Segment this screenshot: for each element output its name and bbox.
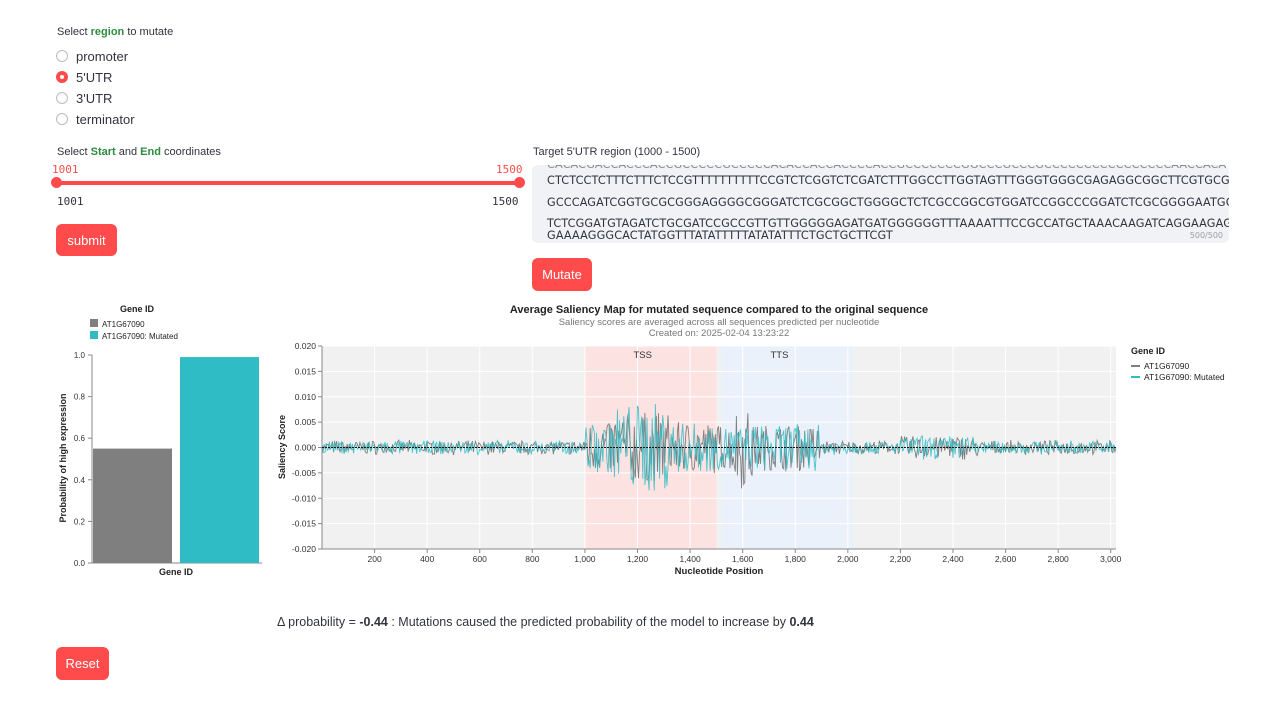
coords-label: Select Start and End coordinates	[57, 146, 221, 158]
bar-legend-swatch-mutated	[90, 331, 98, 339]
radio-terminator-label: terminator	[76, 111, 135, 127]
slider-max-label: 1500	[492, 195, 519, 208]
radio-5utr[interactable]: 5'UTR	[56, 67, 112, 87]
radio-promoter-circle[interactable]	[56, 50, 68, 62]
saliency-y-tick-label: 0.015	[295, 366, 317, 376]
saliency-x-tick-label: 200	[367, 554, 381, 564]
saliency-x-tick-label: 600	[473, 554, 487, 564]
char-counter: 500/500	[1189, 231, 1223, 240]
radio-promoter-label: promoter	[76, 48, 129, 64]
slider-value-high: 1500	[496, 163, 523, 176]
saliency-y-tick-label: -0.010	[292, 493, 316, 503]
saliency-plot-area: 200 400 600 800 1,000 1,200 1,400 1,600 1,800 2,0…	[292, 341, 1122, 564]
target-sequence-textarea[interactable]: CACACGACCACCCACCGCCCCCGCCCCCACACCACCACCC…	[532, 165, 1229, 243]
saliency-legend-title: Gene ID	[1131, 346, 1166, 356]
submit-button[interactable]: submit	[56, 224, 117, 256]
radio-3utr[interactable]: 3'UTR	[56, 88, 112, 108]
saliency-series-mutated	[321, 404, 1117, 491]
radio-3utr-label: 3'UTR	[76, 90, 113, 106]
saliency-y-tick-label: 0.005	[295, 417, 317, 427]
region-label-tss: TSS	[634, 350, 652, 361]
saliency-title: Average Saliency Map for mutated sequenc…	[510, 304, 928, 316]
bar-y-tick-label: 0.8	[74, 393, 86, 402]
coords-slider-track[interactable]	[56, 181, 520, 185]
saliency-y-tick-label: 0.020	[295, 341, 317, 351]
saliency-x-tick-label: 1,600	[732, 554, 754, 564]
probability-bar-chart: Gene ID AT1G67090 AT1G67090: Mutated 0.0…	[58, 304, 262, 577]
saliency-legend-mutated: AT1G67090: Mutated	[1144, 372, 1225, 382]
bar-legend-title: Gene ID	[120, 304, 155, 314]
seq-line: GAAAAGGGCACTATGGTTTATATTTTTATATATTTCTGCT…	[547, 229, 893, 242]
saliency-x-tick-label: 3,000	[1100, 554, 1122, 564]
saliency-y-tick-label: -0.015	[292, 519, 316, 529]
bar-y-tick-label: 0.2	[74, 517, 86, 526]
bar-legend-mutated: AT1G67090: Mutated	[102, 332, 178, 341]
seq-line: TCTCGGATGTAGATCTGCGATCCGCCGTTGTTGGGGGAGA…	[547, 217, 1229, 230]
seq-line-partial: CACACGACCACCCACCGCCCCCGCCCCCACACCACCACCC…	[547, 165, 1229, 171]
saliency-x-tick-label: 1,800	[785, 554, 807, 564]
radio-terminator-circle[interactable]	[56, 113, 68, 125]
radio-terminator[interactable]: terminator	[56, 109, 135, 129]
saliency-y-tick-label: 0.000	[295, 443, 317, 453]
target-label: Target 5'UTR region (1000 - 1500)	[533, 146, 701, 158]
saliency-x-axis-title: Nucleotide Position	[675, 566, 764, 577]
slider-min-label: 1001	[57, 195, 84, 208]
saliency-x-tick-label: 2,000	[837, 554, 859, 564]
saliency-y-tick-label: 0.010	[295, 392, 317, 402]
delta-probability-text: Δ probability = -0.44 : Mutations caused…	[277, 615, 814, 629]
delta-value: -0.44	[359, 615, 388, 629]
saliency-x-tick-label: 800	[525, 554, 539, 564]
bar-y-tick-label: 1.0	[74, 351, 86, 360]
saliency-y-tick-label: -0.020	[292, 544, 316, 554]
bar-y-axis-title: Probability of high expression	[58, 393, 68, 522]
saliency-x-tick-label: 2,600	[995, 554, 1017, 564]
radio-5utr-label: 5'UTR	[76, 69, 113, 85]
saliency-subtitle: Saliency scores are averaged across all …	[559, 317, 880, 328]
saliency-y-tick-label: -0.005	[292, 468, 316, 478]
bar-legend-original: AT1G67090	[102, 320, 145, 329]
mutate-button[interactable]: Mutate	[532, 258, 592, 291]
saliency-x-tick-label: 1,200	[627, 554, 649, 564]
reset-button[interactable]: Reset	[56, 647, 109, 680]
region-label-tts: TTS	[770, 350, 788, 361]
saliency-x-tick-label: 400	[420, 554, 434, 564]
saliency-x-tick-label: 2,800	[1048, 554, 1070, 564]
bar-y-tick-label: 0.4	[74, 476, 86, 485]
radio-promoter[interactable]: promoter	[56, 46, 128, 66]
saliency-x-tick-label: 1,400	[679, 554, 701, 564]
saliency-x-tick-label: 1,000	[574, 554, 596, 564]
slider-value-low: 1001	[52, 163, 79, 176]
bar-original	[93, 448, 172, 563]
bar-y-tick-label: 0.6	[74, 434, 86, 443]
region-label: Select region to mutate	[57, 26, 174, 38]
radio-5utr-circle[interactable]	[56, 71, 68, 83]
slider-start-handle[interactable]	[51, 177, 62, 188]
saliency-y-axis-title: Saliency Score	[277, 415, 287, 479]
saliency-x-tick-label: 2,200	[890, 554, 912, 564]
saliency-x-tick-label: 2,400	[942, 554, 964, 564]
slider-end-handle[interactable]	[514, 177, 525, 188]
bar-mutated	[180, 357, 259, 563]
seq-line: GCCCAGATCGGTGCGCGGGAGGGGCGGGATCTCGCGGCTG…	[547, 196, 1229, 209]
seq-line: CTCTCCTCTTTCTTTCTCCGTTTTTTTTTTCCGTCTCGGT…	[547, 174, 1229, 187]
saliency-created: Created on: 2025-02-04 13:23:22	[649, 328, 790, 339]
saliency-chart: Average Saliency Map for mutated sequenc…	[277, 304, 1225, 577]
saliency-legend-original: AT1G67090	[1144, 361, 1189, 371]
bar-plot-area: 0.0 0.2 0.4 0.6 0.8 1.0	[74, 351, 262, 568]
radio-3utr-circle[interactable]	[56, 92, 68, 104]
bar-legend-swatch-original	[90, 319, 98, 327]
bar-x-axis-title: Gene ID	[159, 567, 194, 577]
bar-y-tick-label: 0.0	[74, 559, 86, 568]
increase-value: 0.44	[789, 615, 814, 629]
